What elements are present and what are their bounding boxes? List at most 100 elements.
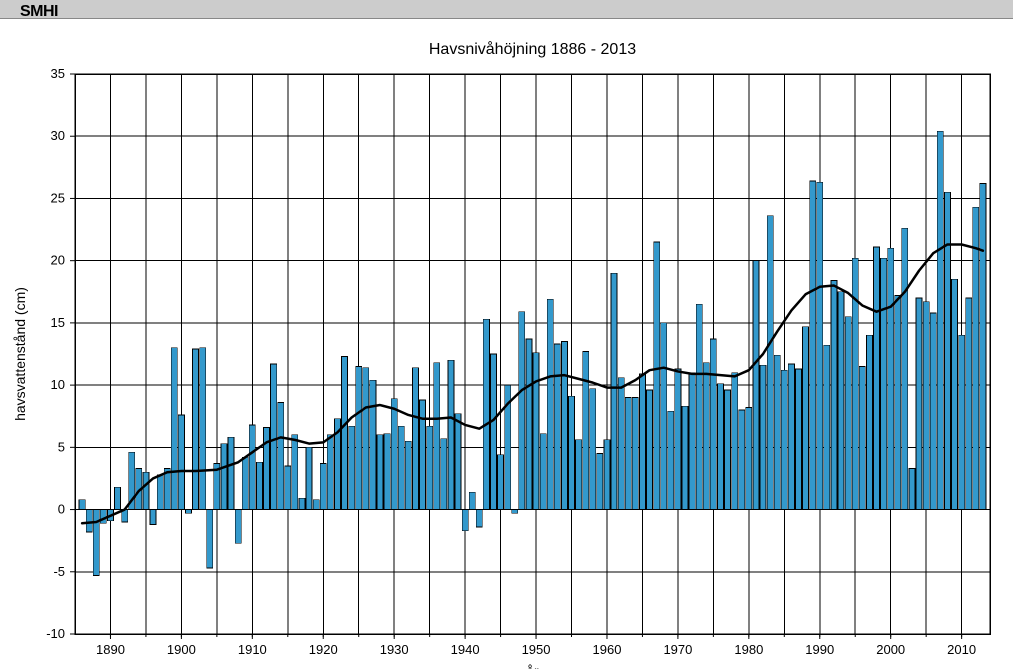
bar: [625, 398, 631, 510]
bar: [618, 378, 624, 510]
bar: [554, 344, 560, 510]
bar: [228, 437, 234, 509]
bar: [888, 248, 894, 509]
bar: [675, 369, 681, 510]
y-axis-label: havsvattenstånd (cm): [12, 287, 28, 421]
bar: [377, 435, 383, 510]
bar: [526, 339, 532, 509]
bar: [597, 454, 603, 510]
bar: [193, 349, 199, 510]
bar: [398, 426, 404, 509]
bar: [434, 363, 440, 510]
bar: [299, 498, 305, 509]
bar: [356, 366, 362, 509]
bar: [320, 464, 326, 510]
y-tick-label: 20: [51, 253, 65, 268]
bar: [313, 500, 319, 510]
bar: [632, 398, 638, 510]
bar: [568, 396, 574, 509]
bar: [966, 298, 972, 510]
bar: [256, 462, 262, 509]
x-tick-label: 1980: [734, 642, 763, 657]
y-tick-label: 15: [51, 315, 65, 330]
bar: [710, 339, 716, 509]
x-tick-label: 1900: [167, 642, 196, 657]
bar: [873, 247, 879, 510]
y-tick-label: 25: [51, 190, 65, 205]
x-tick-label: 1970: [663, 642, 692, 657]
bar: [498, 455, 504, 510]
y-tick-label: -10: [46, 626, 65, 641]
bars: [79, 131, 986, 575]
bar: [739, 410, 745, 510]
bar: [540, 434, 546, 510]
bar: [391, 399, 397, 510]
bar: [476, 510, 482, 527]
bar: [767, 216, 773, 510]
x-tick-label: 1960: [593, 642, 622, 657]
bar: [490, 354, 496, 510]
bar: [462, 510, 468, 531]
y-tick-label: 30: [51, 128, 65, 143]
y-tick-label: 5: [58, 439, 65, 454]
bar: [384, 434, 390, 510]
bar: [164, 468, 170, 509]
y-tick-label: 0: [58, 502, 65, 517]
bar: [306, 447, 312, 509]
bar: [200, 348, 206, 510]
bar: [427, 426, 433, 509]
bar: [866, 335, 872, 509]
x-tick-label: 2000: [876, 642, 905, 657]
bar: [583, 352, 589, 510]
bar: [271, 364, 277, 510]
bar: [79, 500, 85, 510]
chart: Havsnivåhöjning 1886 - 20131890190019101…: [0, 19, 1013, 669]
bar: [292, 435, 298, 510]
bar: [902, 228, 908, 509]
bar: [838, 292, 844, 510]
bar: [93, 510, 99, 576]
bar: [533, 353, 539, 510]
bar: [185, 510, 191, 514]
bar: [469, 492, 475, 509]
bar: [654, 242, 660, 510]
bar: [561, 342, 567, 510]
bar: [661, 323, 667, 510]
bar: [817, 182, 823, 509]
bar: [647, 390, 653, 509]
bar: [760, 365, 766, 509]
x-tick-label: 1920: [309, 642, 338, 657]
bar: [810, 181, 816, 510]
bar: [895, 296, 901, 510]
bar: [150, 510, 156, 525]
bar: [923, 302, 929, 510]
bar: [235, 510, 241, 544]
bar: [547, 299, 553, 509]
bar: [412, 368, 418, 510]
bar: [937, 131, 943, 509]
bar: [952, 279, 958, 509]
bar: [611, 273, 617, 509]
x-tick-label: 1990: [805, 642, 834, 657]
bar: [717, 384, 723, 510]
x-axis-label: år: [526, 663, 539, 669]
bar: [831, 281, 837, 510]
bar: [115, 487, 121, 509]
bar: [682, 406, 688, 509]
bar: [278, 403, 284, 510]
bar: [732, 373, 738, 510]
bar: [349, 426, 355, 509]
bar: [845, 317, 851, 510]
x-tick-label: 1890: [96, 642, 125, 657]
x-tick-label: 2010: [947, 642, 976, 657]
bar: [157, 475, 163, 510]
bar: [249, 425, 255, 510]
bar: [703, 363, 709, 510]
bar: [973, 207, 979, 509]
bar: [420, 400, 426, 510]
x-tick-label: 1940: [451, 642, 480, 657]
bar: [604, 440, 610, 510]
bar: [207, 510, 213, 568]
bar: [285, 466, 291, 510]
bar: [980, 184, 986, 510]
